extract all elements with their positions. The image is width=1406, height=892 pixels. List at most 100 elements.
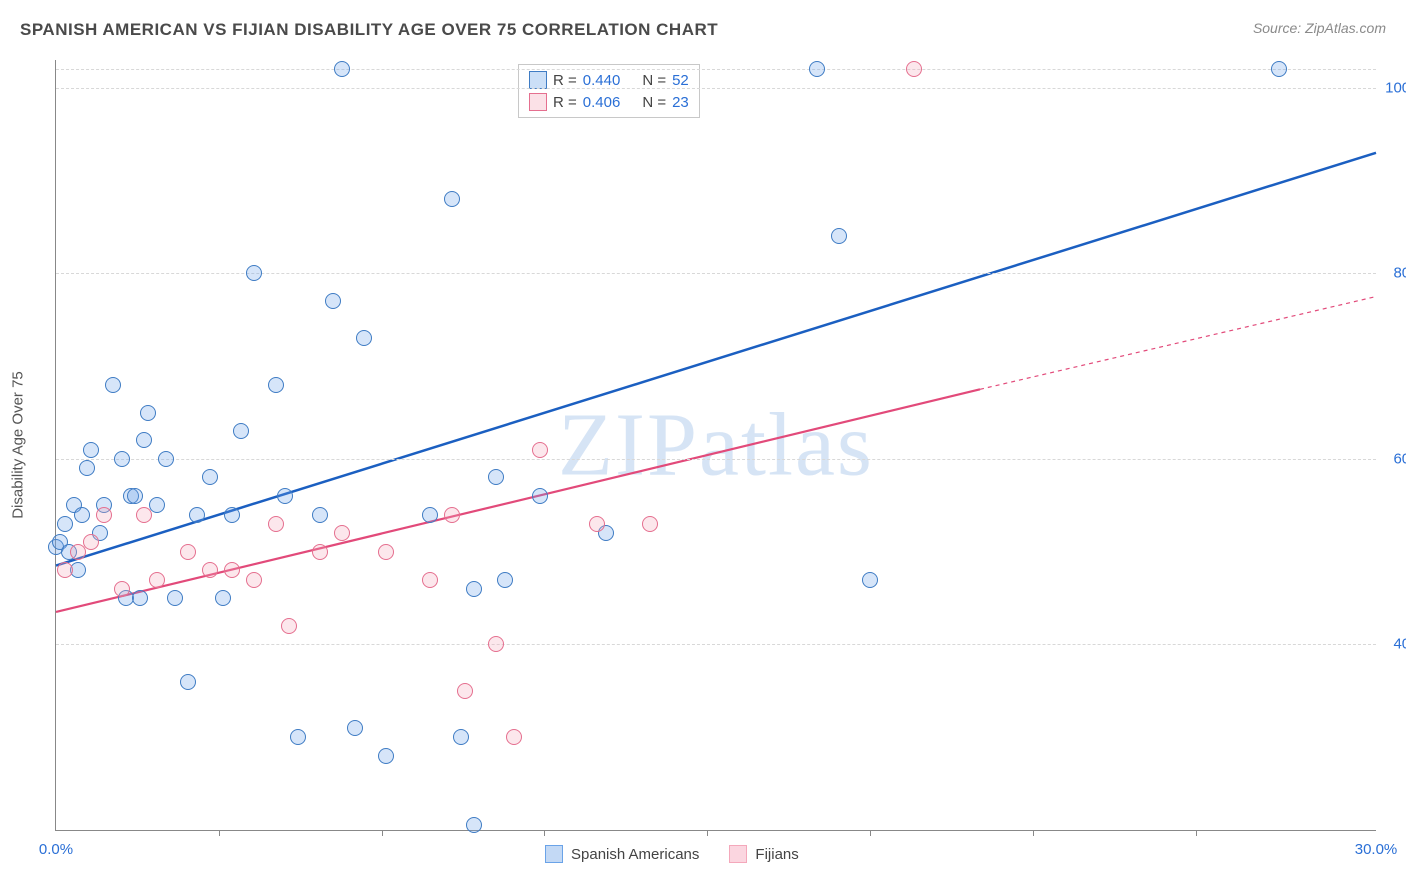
stat-row: R = 0.406 N = 23 bbox=[529, 91, 689, 113]
series-swatch bbox=[529, 93, 547, 111]
stat-r-value: 0.406 bbox=[583, 94, 621, 111]
stat-label: R = bbox=[553, 72, 577, 89]
data-point bbox=[57, 562, 73, 578]
y-axis-label: Disability Age Over 75 bbox=[10, 371, 27, 519]
y-tick-label: 80.0% bbox=[1381, 265, 1406, 282]
data-point bbox=[189, 507, 205, 523]
data-point bbox=[83, 534, 99, 550]
data-point bbox=[224, 562, 240, 578]
scatter-plot: ZIPatlas Disability Age Over 75 R = 0.44… bbox=[55, 60, 1376, 831]
data-point bbox=[215, 590, 231, 606]
x-tick-mark bbox=[707, 830, 708, 836]
data-point bbox=[589, 516, 605, 532]
data-point bbox=[114, 451, 130, 467]
data-point bbox=[114, 581, 130, 597]
legend-label: Fijians bbox=[755, 846, 798, 863]
data-point bbox=[325, 293, 341, 309]
legend-swatch bbox=[545, 845, 563, 863]
data-point bbox=[466, 817, 482, 833]
data-point bbox=[466, 581, 482, 597]
x-tick-mark bbox=[1033, 830, 1034, 836]
data-point bbox=[246, 572, 262, 588]
data-point bbox=[862, 572, 878, 588]
x-tick-mark bbox=[382, 830, 383, 836]
series-swatch bbox=[529, 71, 547, 89]
x-tick-label: 30.0% bbox=[1355, 841, 1398, 858]
source-attribution: Source: ZipAtlas.com bbox=[1253, 20, 1386, 36]
trendlines bbox=[56, 60, 1376, 830]
correlation-stats-box: R = 0.440 N = 52 R = 0.406 N = 23 bbox=[518, 64, 700, 118]
data-point bbox=[290, 729, 306, 745]
legend: Spanish Americans Fijians bbox=[545, 845, 799, 863]
data-point bbox=[497, 572, 513, 588]
data-point bbox=[506, 729, 522, 745]
data-point bbox=[149, 572, 165, 588]
data-point bbox=[105, 377, 121, 393]
data-point bbox=[457, 683, 473, 699]
data-point bbox=[140, 405, 156, 421]
x-tick-label: 0.0% bbox=[39, 841, 73, 858]
legend-item: Spanish Americans bbox=[545, 845, 699, 863]
data-point bbox=[444, 191, 460, 207]
x-tick-mark bbox=[544, 830, 545, 836]
data-point bbox=[378, 748, 394, 764]
stat-label: N = bbox=[642, 72, 666, 89]
header: SPANISH AMERICAN VS FIJIAN DISABILITY AG… bbox=[20, 20, 1386, 50]
data-point bbox=[453, 729, 469, 745]
data-point bbox=[268, 377, 284, 393]
data-point bbox=[906, 61, 922, 77]
data-point bbox=[268, 516, 284, 532]
data-point bbox=[83, 442, 99, 458]
data-point bbox=[79, 460, 95, 476]
data-point bbox=[809, 61, 825, 77]
x-tick-mark bbox=[219, 830, 220, 836]
data-point bbox=[96, 507, 112, 523]
y-tick-label: 40.0% bbox=[1381, 636, 1406, 653]
data-point bbox=[57, 516, 73, 532]
data-point bbox=[224, 507, 240, 523]
data-point bbox=[642, 516, 658, 532]
data-point bbox=[444, 507, 460, 523]
data-point bbox=[312, 544, 328, 560]
data-point bbox=[74, 507, 90, 523]
data-point bbox=[246, 265, 262, 281]
data-point bbox=[180, 674, 196, 690]
stat-label: N = bbox=[642, 94, 666, 111]
y-tick-label: 60.0% bbox=[1381, 450, 1406, 467]
stat-label: R = bbox=[553, 94, 577, 111]
data-point bbox=[532, 442, 548, 458]
gridline bbox=[56, 644, 1376, 645]
data-point bbox=[831, 228, 847, 244]
data-point bbox=[532, 488, 548, 504]
gridline bbox=[56, 459, 1376, 460]
data-point bbox=[158, 451, 174, 467]
data-point bbox=[202, 469, 218, 485]
stat-n-value: 52 bbox=[672, 72, 689, 89]
data-point bbox=[127, 488, 143, 504]
data-point bbox=[281, 618, 297, 634]
data-point bbox=[167, 590, 183, 606]
data-point bbox=[488, 636, 504, 652]
legend-label: Spanish Americans bbox=[571, 846, 699, 863]
data-point bbox=[334, 61, 350, 77]
chart-title: SPANISH AMERICAN VS FIJIAN DISABILITY AG… bbox=[20, 20, 718, 39]
data-point bbox=[422, 507, 438, 523]
stat-n-value: 23 bbox=[672, 94, 689, 111]
data-point bbox=[136, 507, 152, 523]
data-point bbox=[136, 432, 152, 448]
data-point bbox=[378, 544, 394, 560]
data-point bbox=[334, 525, 350, 541]
legend-item: Fijians bbox=[729, 845, 798, 863]
data-point bbox=[277, 488, 293, 504]
data-point bbox=[132, 590, 148, 606]
x-tick-mark bbox=[1196, 830, 1197, 836]
gridline bbox=[56, 69, 1376, 70]
stat-r-value: 0.440 bbox=[583, 72, 621, 89]
data-point bbox=[1271, 61, 1287, 77]
gridline bbox=[56, 88, 1376, 89]
data-point bbox=[347, 720, 363, 736]
x-tick-mark bbox=[870, 830, 871, 836]
data-point bbox=[180, 544, 196, 560]
data-point bbox=[356, 330, 372, 346]
data-point bbox=[422, 572, 438, 588]
